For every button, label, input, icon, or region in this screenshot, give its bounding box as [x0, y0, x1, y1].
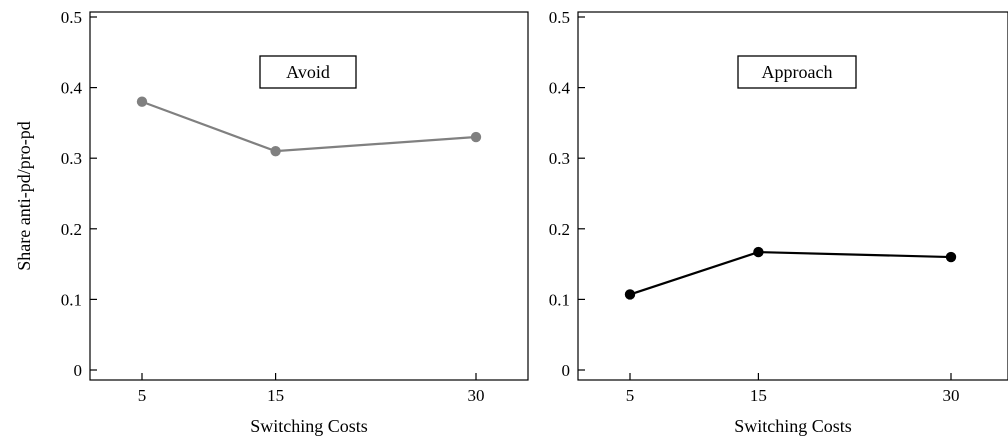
y-axis-label: Share anti-pd/pro-pd [14, 121, 34, 270]
y-tick-label: 0.3 [549, 149, 570, 168]
y-tick-label: 0.1 [549, 290, 570, 309]
x-axis-label: Switching Costs [734, 416, 852, 436]
panel-avoid: 0 0.1 0.2 0.3 0.4 0.5 5 15 30 Switching Costs Shar… [14, 8, 529, 436]
x-tick-label: 5 [138, 386, 147, 405]
data-point [753, 246, 764, 258]
y-tick-label: 0 [562, 361, 571, 380]
y-tick-label: 0.3 [61, 149, 82, 168]
x-tick-label: 5 [626, 386, 635, 405]
x-tick-label: 30 [943, 386, 960, 405]
series-line [141, 100, 477, 153]
panel-title-box [259, 55, 357, 89]
y-tick-label: 0 [74, 361, 83, 380]
y-tick-label: 0.5 [61, 8, 82, 27]
data-point [470, 131, 482, 143]
panel-title: Approach [762, 62, 833, 82]
x-tick-label: 15 [267, 386, 284, 405]
plot-frame [577, 11, 1008, 381]
y-tick-label: 0.2 [549, 220, 570, 239]
y-tick-label: 0.2 [61, 220, 82, 239]
x-axis-label: Switching Costs [250, 416, 368, 436]
data-point [136, 96, 148, 107]
data-point [945, 251, 957, 263]
x-tick-label: 15 [750, 386, 767, 405]
panel-title-box [737, 55, 857, 89]
y-tick-label: 0.1 [61, 290, 82, 309]
x-tick-label: 30 [468, 386, 485, 405]
plot-frame [89, 11, 529, 381]
y-tick-label: 0.4 [61, 79, 83, 98]
y-tick-label: 0.4 [549, 79, 571, 98]
panel-approach: 0 0.1 0.2 0.3 0.4 0.5 5 15 30 Switching Costs Appr… [549, 8, 1008, 436]
data-point [624, 289, 636, 300]
series-line [629, 250, 952, 296]
panel-title: Avoid [286, 62, 330, 82]
data-point [270, 145, 281, 157]
y-tick-label: 0.5 [549, 8, 570, 27]
